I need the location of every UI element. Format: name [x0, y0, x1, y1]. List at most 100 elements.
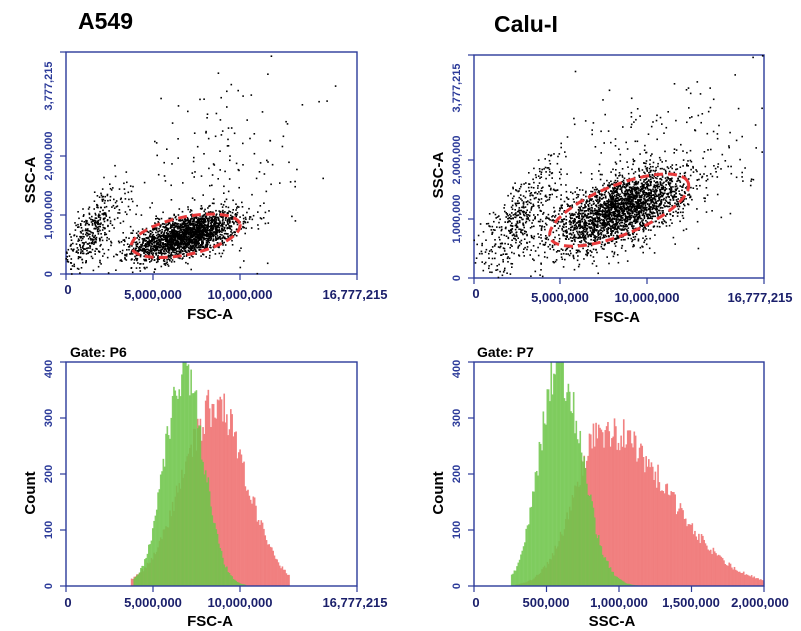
- data-point: [182, 253, 184, 255]
- data-point: [188, 233, 190, 236]
- data-point: [699, 173, 701, 176]
- data-point: [610, 233, 612, 235]
- data-point: [98, 196, 101, 198]
- data-point: [77, 249, 80, 251]
- data-point: [79, 235, 81, 238]
- data-point: [157, 231, 159, 233]
- data-point: [171, 236, 173, 238]
- data-point: [597, 226, 599, 228]
- data-point: [604, 210, 606, 213]
- data-point: [99, 239, 101, 242]
- data-point: [199, 238, 201, 240]
- data-point: [166, 241, 169, 244]
- data-point: [204, 227, 207, 229]
- data-point: [65, 251, 68, 253]
- data-point: [219, 238, 222, 240]
- data-point: [637, 181, 639, 184]
- data-point: [667, 176, 669, 179]
- data-point: [647, 187, 649, 190]
- data-point: [99, 217, 102, 219]
- data-point: [580, 236, 583, 239]
- data-point: [585, 241, 587, 243]
- data-point: [141, 238, 144, 240]
- data-point: [228, 219, 231, 222]
- data-point: [600, 205, 602, 207]
- data-point: [607, 215, 609, 218]
- data-point: [668, 170, 671, 173]
- data-point: [677, 201, 679, 203]
- data-point: [686, 185, 688, 188]
- data-point: [192, 240, 194, 242]
- data-point: [137, 250, 139, 253]
- data-point: [198, 237, 200, 240]
- data-point: [534, 270, 537, 273]
- data-point: [173, 226, 175, 229]
- data-point: [226, 233, 228, 235]
- data-point: [164, 243, 167, 245]
- data-point: [577, 236, 580, 239]
- data-point: [603, 203, 606, 206]
- data-point: [616, 236, 619, 239]
- data-point: [671, 190, 674, 193]
- data-point: [185, 255, 188, 257]
- data-point: [86, 235, 88, 237]
- data-point: [163, 175, 166, 177]
- data-point: [617, 215, 619, 217]
- data-point: [102, 255, 104, 257]
- data-point: [181, 235, 183, 237]
- data-point: [612, 197, 614, 200]
- data-point: [633, 245, 635, 247]
- data-point: [615, 228, 618, 230]
- data-point: [202, 253, 205, 256]
- data-point: [589, 211, 592, 213]
- data-point: [674, 202, 676, 204]
- data-point: [197, 229, 200, 231]
- data-point: [667, 181, 670, 184]
- data-point: [628, 188, 630, 191]
- data-point: [649, 170, 652, 172]
- data-point: [626, 216, 628, 219]
- data-point: [587, 213, 590, 216]
- data-point: [187, 206, 189, 208]
- data-point: [240, 228, 242, 230]
- data-point: [596, 200, 598, 202]
- data-point: [169, 256, 171, 258]
- data-point: [563, 226, 565, 229]
- data-point: [84, 224, 87, 226]
- data-point: [158, 235, 161, 238]
- data-point: [624, 215, 627, 217]
- data-point: [177, 250, 179, 253]
- data-point: [672, 197, 674, 199]
- data-point: [189, 245, 192, 247]
- data-point: [610, 227, 612, 230]
- data-point: [646, 217, 649, 220]
- data-point: [198, 234, 200, 236]
- data-point: [617, 202, 620, 205]
- data-point: [164, 252, 166, 254]
- data-point: [611, 221, 613, 224]
- data-point: [155, 215, 157, 217]
- data-point: [643, 195, 646, 197]
- data-point: [615, 241, 618, 243]
- data-point: [642, 204, 644, 206]
- data-point: [646, 215, 648, 218]
- data-point: [654, 234, 656, 236]
- data-point: [174, 249, 176, 251]
- data-point: [570, 252, 572, 255]
- data-point: [264, 211, 267, 214]
- data-point: [580, 241, 582, 244]
- data-point: [188, 250, 190, 253]
- data-point: [587, 204, 590, 207]
- data-point: [195, 249, 197, 251]
- data-point: [176, 239, 178, 242]
- data-point: [597, 225, 599, 227]
- data-point: [676, 180, 678, 183]
- data-point: [72, 250, 74, 252]
- data-point: [167, 230, 169, 232]
- data-point: [666, 213, 668, 216]
- data-point: [607, 191, 610, 194]
- data-point: [186, 222, 189, 224]
- data-point: [245, 218, 247, 221]
- data-point: [179, 245, 181, 247]
- data-point: [177, 223, 180, 225]
